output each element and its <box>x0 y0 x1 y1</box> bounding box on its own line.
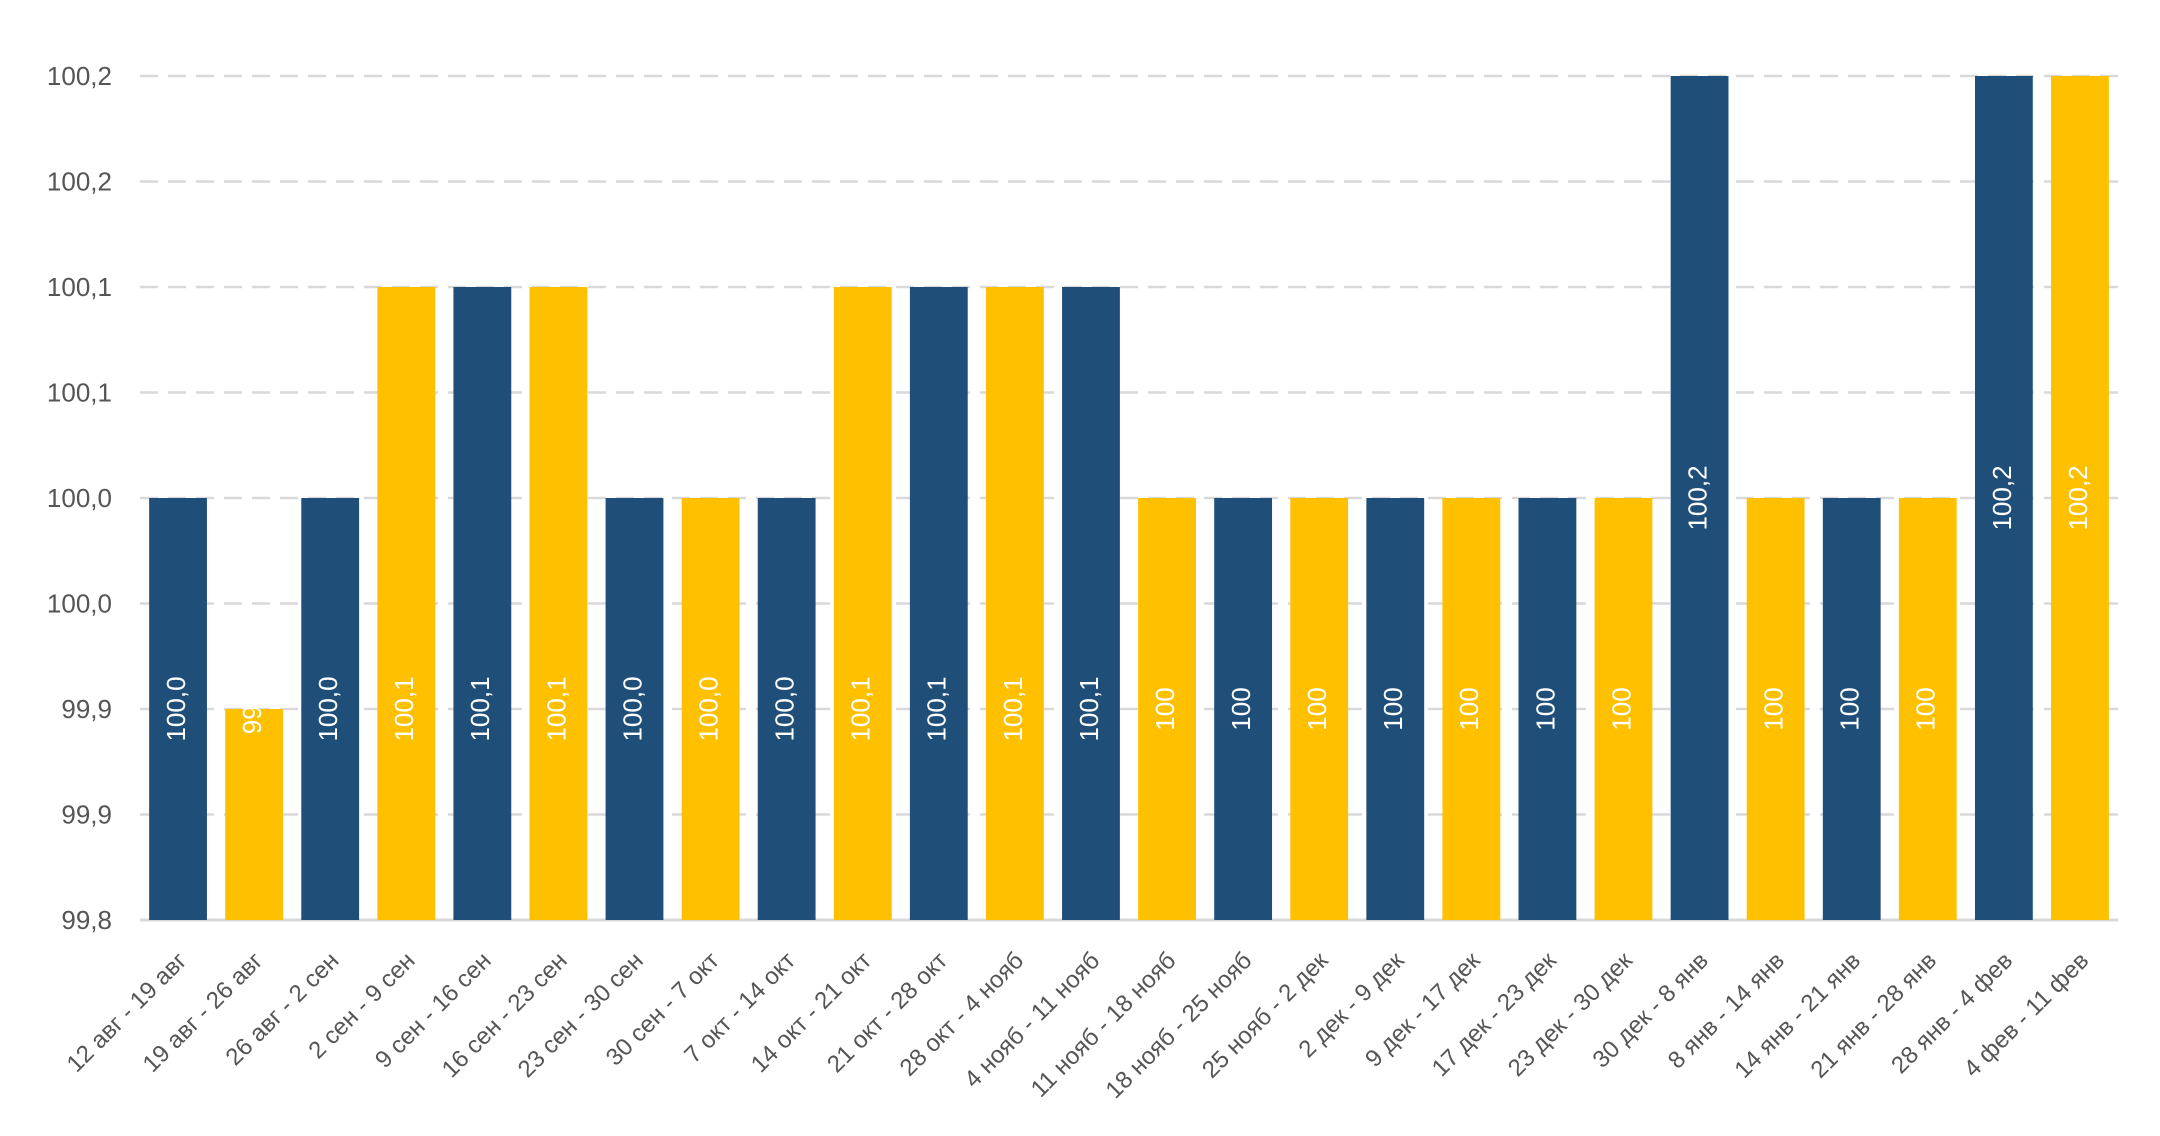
data-label: 100,0 <box>770 676 800 741</box>
data-label: 100,1 <box>389 676 419 741</box>
bar <box>1746 498 1805 920</box>
data-label: 100,0 <box>617 676 647 741</box>
data-label: 100,1 <box>998 676 1028 741</box>
bar <box>1062 287 1120 920</box>
y-tick-label: 99,8 <box>61 905 112 935</box>
bar <box>1138 498 1196 920</box>
data-label: 100,2 <box>1682 465 1712 530</box>
bar <box>453 287 512 920</box>
data-label: 100,0 <box>313 676 343 741</box>
data-label: 100,2 <box>1987 465 2017 530</box>
bars <box>149 76 2109 920</box>
data-label: 99,9 <box>237 684 267 735</box>
bar <box>909 287 968 920</box>
x-tick-label: 11 нояб - 18 нояб <box>1026 947 1182 1103</box>
data-label: 100 <box>1759 687 1789 730</box>
data-label: 100 <box>1378 687 1408 730</box>
bar <box>1366 498 1425 920</box>
bar <box>225 709 284 920</box>
data-label: 100,1 <box>541 676 571 741</box>
bar <box>1442 498 1501 920</box>
y-tick-label: 99,9 <box>61 694 112 724</box>
data-label: 100 <box>1530 687 1560 730</box>
y-tick-label: 100,0 <box>47 589 112 619</box>
bar <box>757 498 816 920</box>
data-label: 100 <box>1454 687 1484 730</box>
data-label: 100,0 <box>161 676 191 741</box>
bar <box>1214 498 1273 920</box>
bar <box>833 287 892 920</box>
bar <box>301 498 360 920</box>
data-label: 100 <box>1835 687 1865 730</box>
data-label: 100 <box>1150 687 1180 730</box>
data-label: 100,1 <box>1074 676 1104 741</box>
data-label: 100 <box>1911 687 1941 730</box>
data-labels: 100,0 99,9 100,0 100,1 100,1 100,1 100,0 100,0 1… <box>161 465 2093 741</box>
bar <box>1594 498 1653 920</box>
data-label: 100,0 <box>693 676 723 741</box>
y-tick-label: 100,1 <box>47 272 112 302</box>
data-label: 100,1 <box>465 676 495 741</box>
bar <box>681 498 740 920</box>
data-label: 100 <box>1226 687 1256 730</box>
bar <box>605 498 664 920</box>
data-label: 100 <box>1606 687 1636 730</box>
y-tick-label: 100,2 <box>47 167 112 197</box>
y-tick-label: 100,1 <box>47 378 112 408</box>
bar <box>1898 498 1957 920</box>
gridlines <box>140 74 2118 922</box>
y-tick-label: 100,0 <box>47 483 112 513</box>
x-tick-label: 4 нояб - 11 нояб <box>959 947 1105 1093</box>
x-tick-label: 18 нояб - 25 нояб <box>1101 947 1258 1104</box>
bar <box>1822 498 1881 920</box>
data-label: 100,1 <box>846 676 876 741</box>
y-tick-label: 99,9 <box>61 800 112 830</box>
bar <box>1290 498 1349 920</box>
data-label: 100 <box>1302 687 1332 730</box>
bar <box>1670 76 1729 920</box>
y-tick-label: 100,2 <box>47 61 112 91</box>
y-axis-ticks: 99,8 99,9 99,9 100,0 100,0 100,1 100,1 100,2 100… <box>47 61 112 935</box>
bar <box>1974 76 2033 920</box>
data-label: 100,1 <box>922 676 952 741</box>
bar <box>149 498 207 920</box>
bar <box>1518 498 1577 920</box>
bar <box>2051 76 2109 920</box>
bar <box>377 287 436 920</box>
bar <box>985 287 1044 920</box>
data-label: 100,2 <box>2063 465 2093 530</box>
bar <box>529 287 588 920</box>
